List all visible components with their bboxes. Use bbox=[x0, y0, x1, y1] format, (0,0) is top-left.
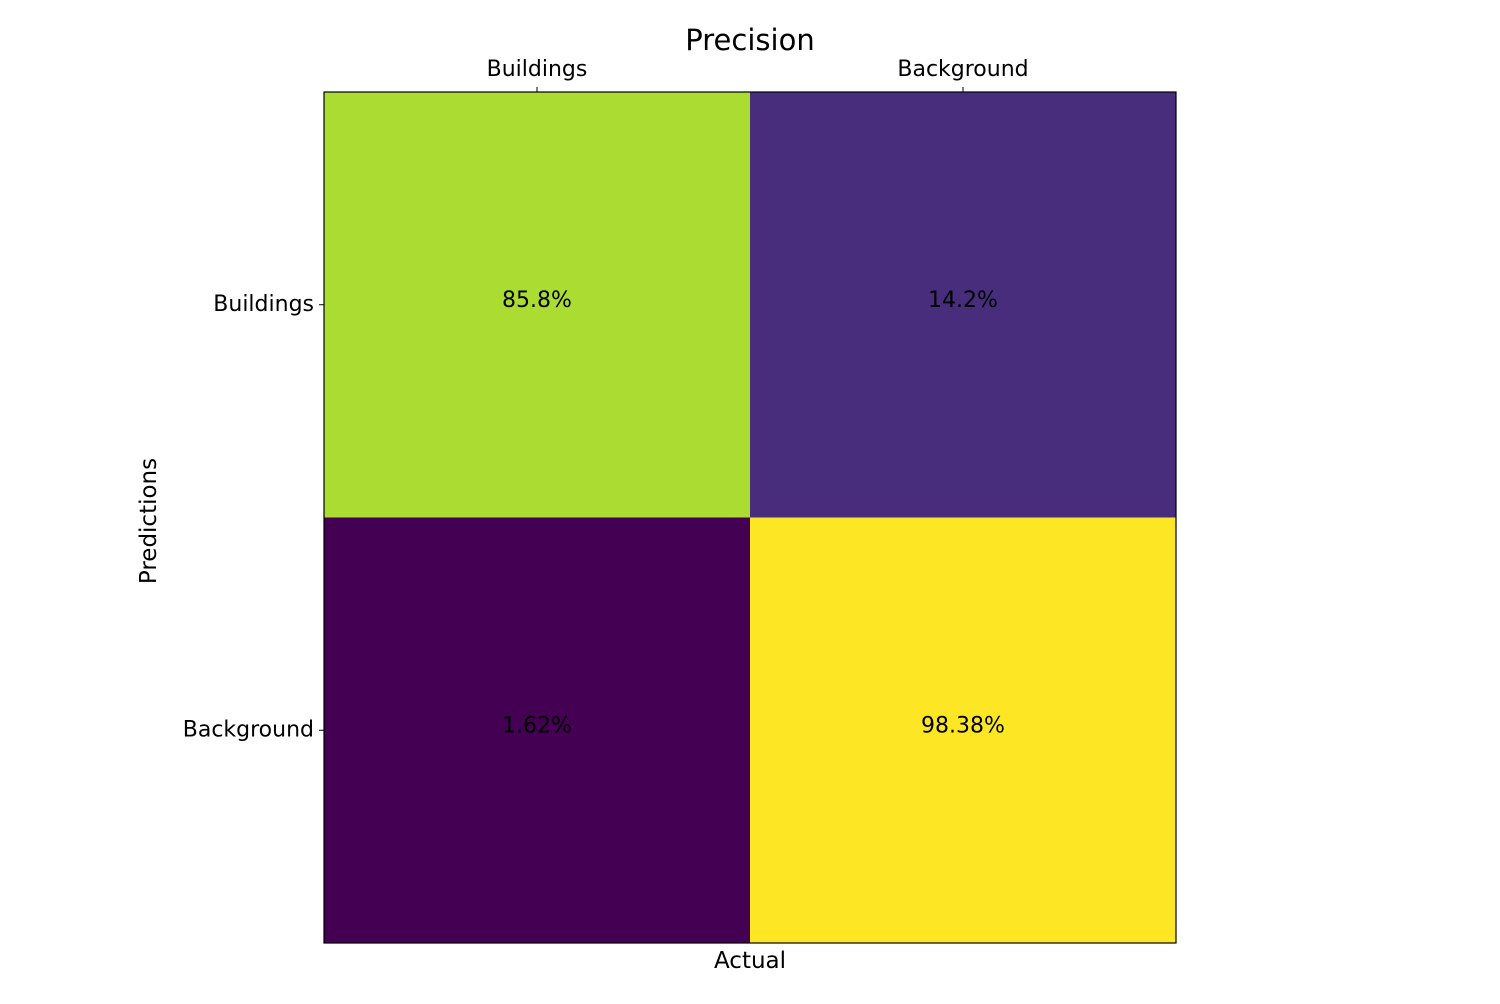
y-axis-label: Predictions bbox=[136, 458, 162, 584]
x-tick-label-1: Background bbox=[897, 57, 1028, 82]
cell-value-label-r1-c0: 1.62% bbox=[502, 713, 572, 738]
axis-ticks: Buildings Background Buildings Background bbox=[183, 57, 1029, 742]
y-tick-label-1: Background bbox=[183, 717, 314, 742]
cell-value-label-r1-c1: 98.38% bbox=[921, 713, 1005, 738]
cell-value-label-r0-c0: 85.8% bbox=[502, 288, 572, 313]
y-tick-label-0: Buildings bbox=[213, 292, 314, 317]
plot-frame bbox=[323, 91, 1177, 944]
x-axis-label: Actual bbox=[714, 948, 786, 974]
heatmap-cell-r1-c0 bbox=[324, 517, 751, 944]
x-tick-label-0: Buildings bbox=[487, 57, 588, 82]
cell-value-label-r0-c1: 14.2% bbox=[928, 288, 998, 313]
heatmap-cell-r1-c1 bbox=[750, 517, 1177, 944]
heatmap-cells: 85.8% 14.2% 1.62% 98.38% bbox=[324, 92, 1177, 944]
chart-title: Precision bbox=[685, 23, 814, 57]
heatmap-cell-r0-c1 bbox=[750, 92, 1177, 518]
heatmap-cell-r0-c0 bbox=[324, 92, 751, 518]
